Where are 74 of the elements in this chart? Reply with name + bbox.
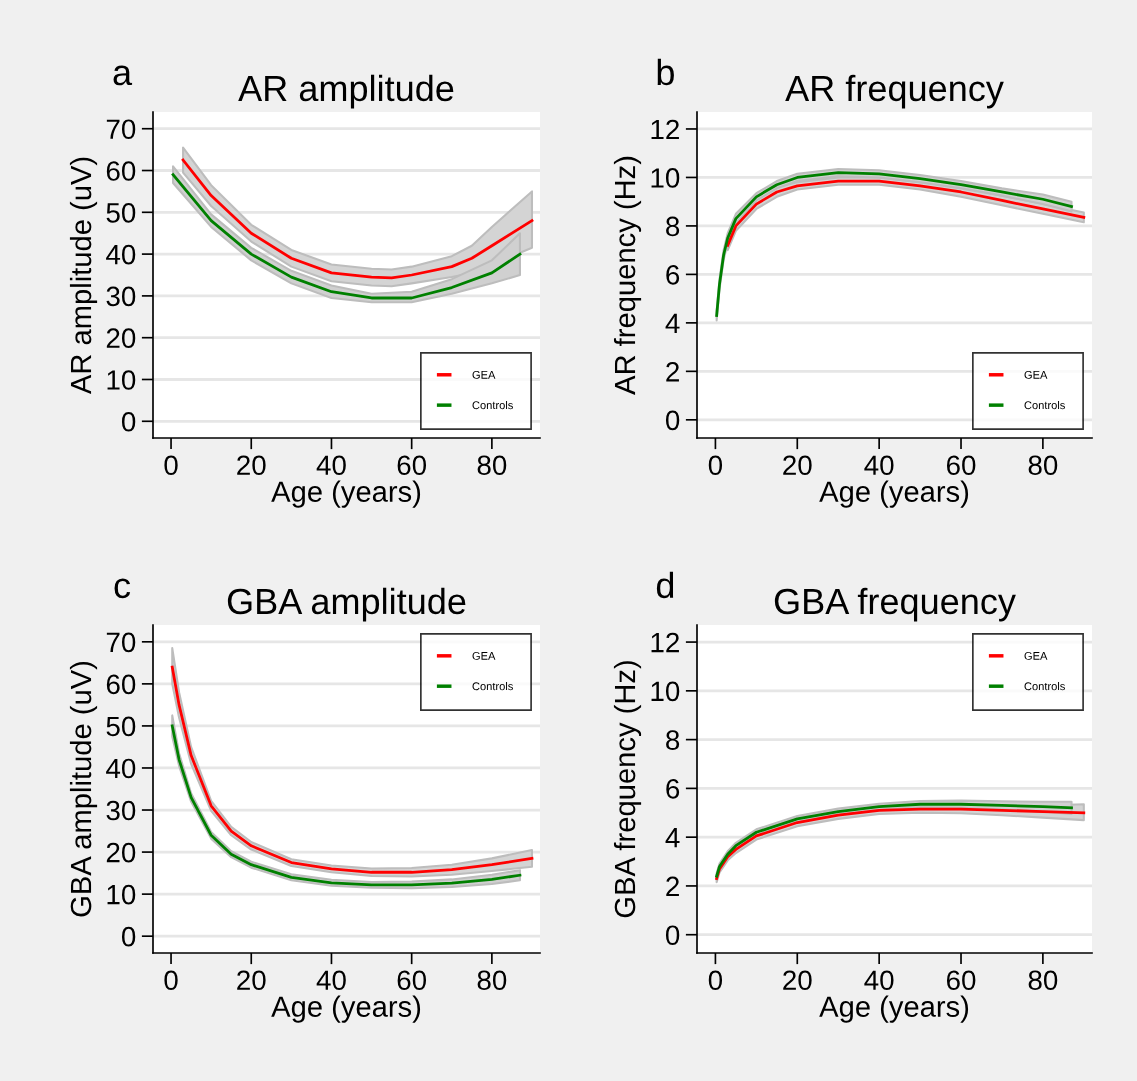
x-tick-label: 20 [783, 455, 812, 476]
text: c [114, 578, 131, 599]
y-tick-label: 6 [666, 265, 680, 285]
y-tick-label: 6 [666, 779, 680, 799]
x-axis-title: Age (years) [819, 995, 969, 1023]
y-tick-label: 20 [106, 842, 136, 863]
y-tick-label: 10 [651, 168, 680, 188]
chart-title: GBA amplitude [227, 587, 466, 622]
x-tick-label: 80 [1028, 455, 1058, 476]
chart-title: GBA frequency [774, 587, 1016, 622]
x-tick-label: 40 [864, 970, 894, 991]
y-tick-label: 8 [666, 216, 680, 237]
x-tick-label: 20 [237, 970, 266, 991]
y-tick-label: 2 [666, 362, 679, 382]
y-tick-label: 50 [106, 202, 136, 223]
y-tick-label: 40 [106, 244, 136, 265]
y-tick-label: 60 [106, 161, 136, 181]
x-axis-title: Age (years) [819, 480, 969, 508]
legend-label: Controls [472, 682, 513, 691]
chart-title: AR amplitude [238, 74, 454, 109]
x-tick-label: 0 [708, 970, 723, 991]
x-tick-label: 60 [946, 455, 976, 476]
text: b [657, 58, 674, 86]
y-tick-label: 20 [106, 328, 136, 349]
x-tick-label: 0 [164, 455, 178, 476]
legend-label: GEA [472, 651, 496, 660]
legend-label: GEA [1024, 370, 1048, 379]
y-tick-label: 10 [107, 884, 136, 905]
x-tick-label: 40 [316, 455, 346, 476]
y-tick-label: 4 [665, 313, 680, 333]
legend-label: Controls [472, 400, 513, 410]
y-tick-label: 50 [106, 716, 136, 737]
x-tick-label: 0 [164, 970, 178, 991]
y-axis-title: GBA frequency (Hz) [613, 661, 642, 918]
y-axis-title: GBA amplitude (uV) [69, 661, 98, 917]
y-tick-label: 8 [666, 730, 680, 750]
y-axis-title: AR frequency (Hz) [613, 156, 642, 395]
y-tick-label: 2 [666, 876, 679, 896]
chart-title: AR frequency [785, 74, 1004, 109]
y-tick-label: 0 [121, 411, 136, 432]
x-tick-label: 60 [946, 970, 976, 991]
y-tick-label: 40 [106, 758, 136, 779]
y-tick-label: 12 [651, 632, 679, 653]
x-tick-label: 40 [316, 970, 346, 991]
y-tick-label: 60 [106, 674, 136, 695]
y-tick-label: 0 [665, 925, 680, 946]
text: a [113, 65, 133, 86]
legend-label: GEA [472, 370, 496, 379]
x-tick-label: 20 [237, 455, 266, 476]
x-tick-label: 60 [397, 455, 427, 476]
text: d [656, 571, 674, 599]
x-tick-label: 60 [397, 970, 427, 991]
x-tick-label: 80 [1028, 970, 1058, 991]
y-tick-label: 10 [651, 681, 680, 702]
legend-label: GEA [1024, 651, 1048, 660]
y-tick-label: 70 [106, 632, 136, 653]
y-tick-label: 30 [106, 286, 136, 307]
x-tick-label: 20 [783, 970, 812, 991]
y-tick-label: 4 [665, 828, 680, 848]
y-tick-label: 0 [121, 926, 136, 947]
y-tick-label: 0 [665, 410, 680, 431]
legend-label: Controls [1024, 682, 1065, 691]
x-axis-title: Age (years) [271, 480, 421, 508]
y-tick-label: 10 [107, 370, 136, 390]
y-tick-label: 30 [106, 800, 136, 821]
legend-label: Controls [1024, 400, 1065, 410]
x-axis-title: Age (years) [271, 995, 421, 1023]
x-tick-label: 80 [477, 455, 507, 476]
x-tick-label: 40 [864, 455, 894, 476]
x-tick-label: 0 [708, 455, 723, 476]
y-tick-label: 70 [106, 119, 136, 140]
x-tick-label: 80 [477, 970, 507, 991]
y-tick-label: 12 [651, 119, 679, 140]
y-axis-title: AR amplitude (uV) [69, 157, 98, 395]
